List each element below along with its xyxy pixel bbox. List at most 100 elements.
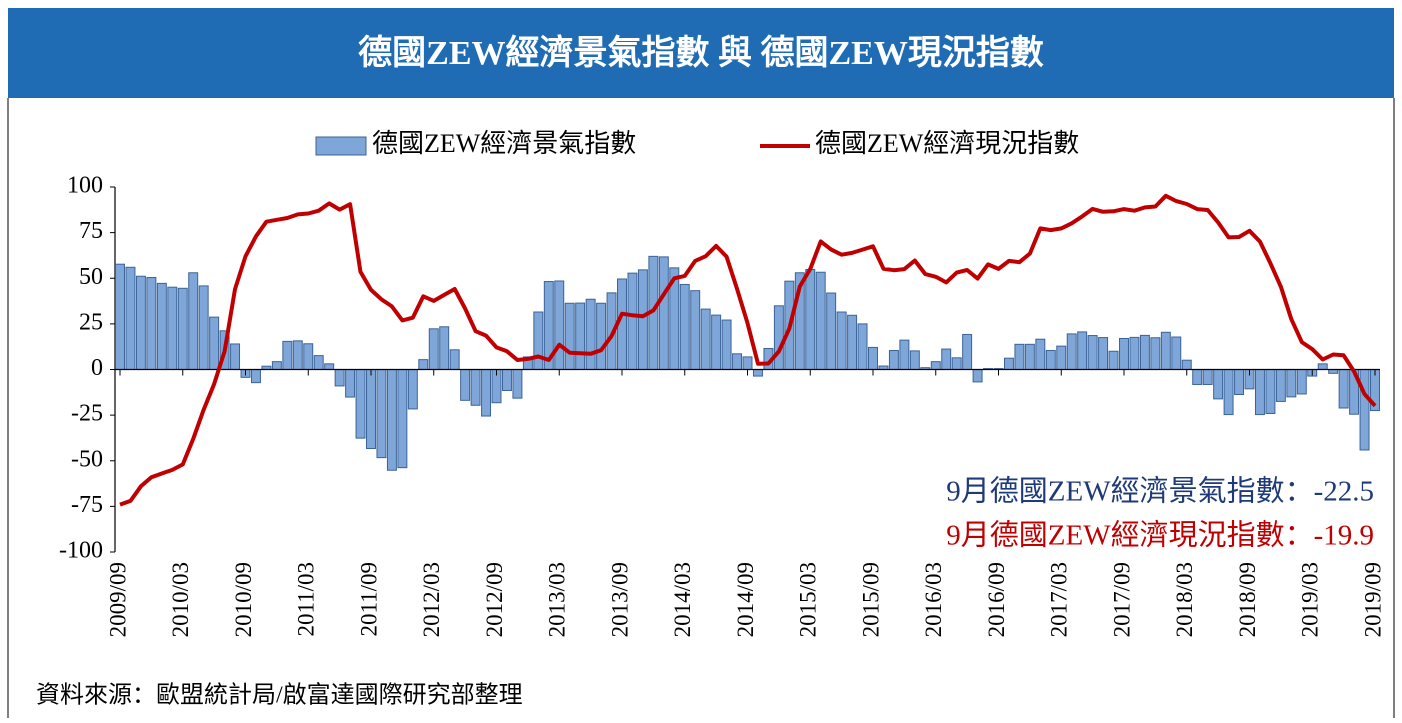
bar	[1003, 357, 1014, 370]
x-tick-label: 2016/09	[984, 562, 1009, 637]
bar	[826, 292, 837, 370]
bar	[575, 302, 586, 371]
bar	[397, 369, 408, 469]
bar	[951, 357, 962, 371]
bar	[428, 328, 439, 370]
bar	[439, 326, 450, 371]
bar	[1338, 369, 1349, 409]
bar	[1171, 336, 1182, 371]
bar	[1139, 334, 1150, 370]
bar	[1024, 343, 1035, 371]
bar	[700, 308, 711, 370]
bar	[1234, 369, 1245, 396]
bar	[752, 369, 763, 377]
y-tick-label: 75	[79, 218, 103, 244]
legend-label: 德國ZEW經濟現況指數	[815, 129, 1079, 158]
chart-title: 德國ZEW經濟景氣指數 與 德國ZEW現況指數	[358, 33, 1044, 72]
bar	[1045, 350, 1056, 370]
bar	[899, 339, 910, 370]
legend-label: 德國ZEW經濟景氣指數	[372, 129, 636, 158]
y-tick-label: -75	[71, 492, 103, 518]
x-tick-label: 2014/03	[670, 562, 695, 637]
x-tick-label: 2010/03	[168, 562, 193, 637]
bar	[1192, 369, 1203, 385]
bar	[1014, 343, 1025, 371]
bar	[167, 286, 178, 371]
bar	[177, 287, 188, 371]
bar	[930, 361, 941, 370]
bar	[1286, 369, 1297, 398]
y-tick-label: 100	[67, 173, 103, 199]
bar	[135, 275, 146, 370]
bar	[805, 268, 816, 370]
bar	[1035, 338, 1046, 370]
bar	[303, 343, 314, 370]
bar	[1359, 369, 1370, 451]
bar	[470, 369, 481, 406]
bar	[1181, 359, 1192, 371]
bar	[1129, 336, 1140, 371]
bar	[564, 302, 575, 370]
bar	[355, 369, 366, 439]
x-tick-label: 2011/09	[356, 562, 381, 637]
bar	[1087, 335, 1098, 370]
bar	[1077, 331, 1088, 370]
bar	[1296, 369, 1307, 395]
bar	[1150, 337, 1161, 370]
bar	[888, 350, 899, 370]
bar	[481, 369, 492, 417]
bar	[188, 272, 199, 370]
bar	[345, 369, 356, 398]
y-tick-label: -25	[71, 401, 103, 427]
x-tick-label: 2016/03	[921, 562, 946, 637]
annotation: 9月德國ZEW經濟景氣指數：-22.5	[946, 475, 1374, 508]
bar	[1254, 369, 1265, 416]
bar	[125, 266, 136, 370]
bar	[1098, 337, 1109, 370]
x-tick-label: 2011/03	[294, 562, 319, 637]
bar	[533, 311, 544, 371]
x-tick-label: 2013/03	[545, 562, 570, 637]
bar	[596, 302, 607, 370]
x-tick-label: 2009/09	[105, 562, 130, 637]
x-tick-label: 2019/03	[1298, 562, 1323, 637]
bar	[1108, 350, 1119, 370]
bar	[282, 340, 293, 370]
y-tick-label: -100	[59, 538, 103, 564]
bar	[334, 369, 345, 387]
x-tick-label: 2015/09	[858, 562, 883, 637]
bar	[115, 263, 125, 371]
bar	[209, 316, 220, 370]
x-tick-label: 2013/09	[607, 562, 632, 637]
bar	[271, 361, 282, 370]
y-tick-label: -50	[71, 446, 103, 472]
bar	[1119, 337, 1129, 371]
x-tick-label: 2017/09	[1109, 562, 1134, 637]
bar	[711, 314, 722, 370]
header-bar	[8, 8, 1394, 98]
bar	[679, 283, 690, 370]
x-tick-label: 2018/03	[1172, 562, 1197, 637]
bar	[554, 280, 565, 370]
bar	[1066, 333, 1077, 371]
bar	[230, 343, 241, 371]
x-tick-label: 2012/03	[419, 562, 444, 637]
bar	[721, 319, 732, 371]
x-tick-label: 2018/09	[1235, 562, 1260, 637]
bar	[146, 277, 157, 370]
bar	[460, 369, 471, 401]
bar	[449, 349, 460, 371]
bar	[1223, 369, 1234, 416]
bar	[868, 346, 878, 371]
bar	[324, 363, 335, 370]
bar	[1202, 369, 1213, 385]
bar	[941, 348, 952, 370]
source: 資料來源：歐盟統計局/啟富達國際研究部整理	[36, 682, 523, 709]
x-tick-label: 2012/09	[482, 562, 507, 637]
bar	[366, 369, 376, 450]
bar	[847, 314, 858, 370]
bar	[742, 356, 753, 371]
y-tick-label: 50	[79, 264, 103, 290]
bar	[198, 285, 209, 371]
